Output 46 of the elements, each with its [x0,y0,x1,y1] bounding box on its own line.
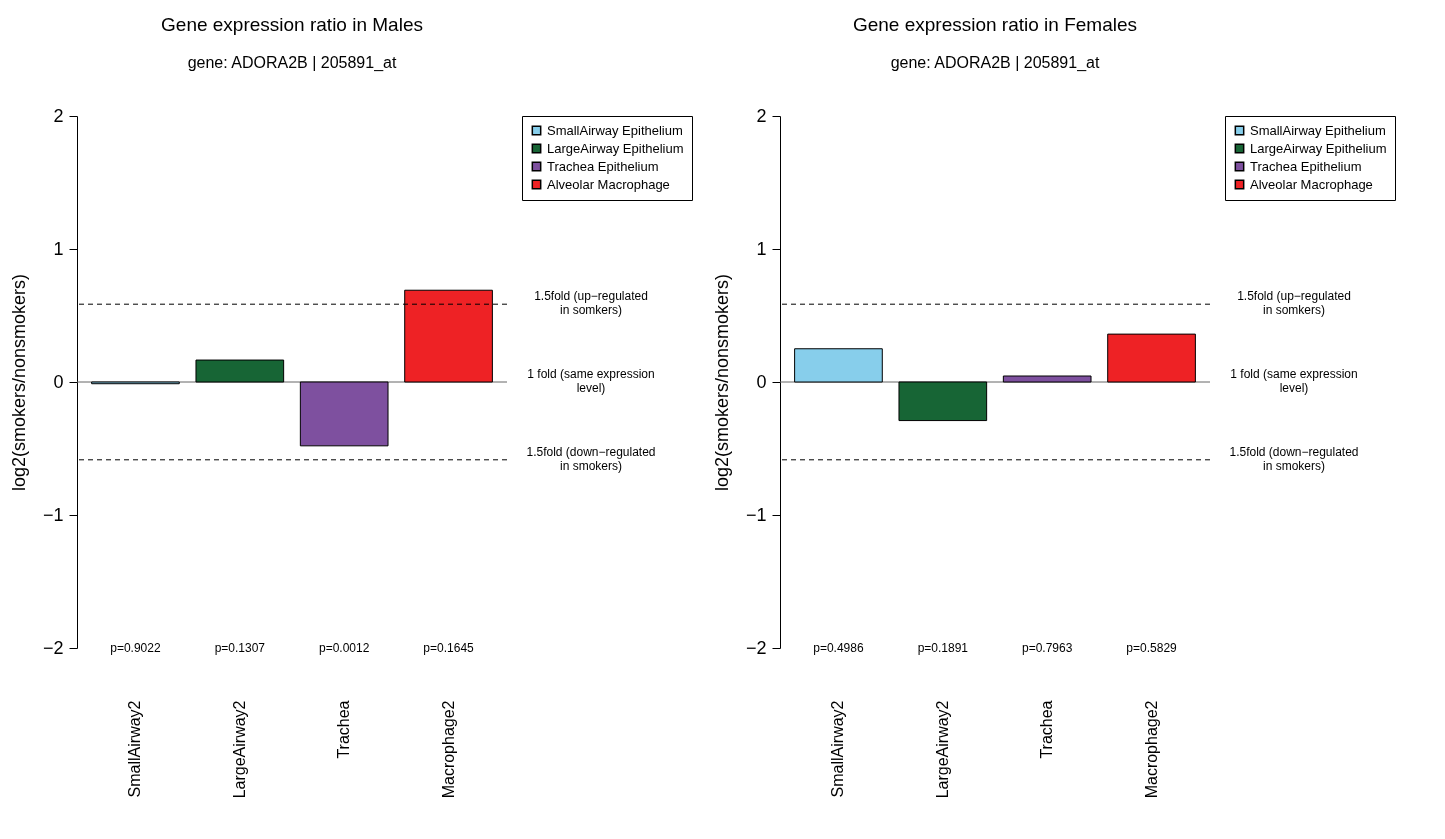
ref-line-label: 1 fold (same expression level) [1230,367,1358,395]
x-tick-label: LargeAirway2 [230,700,248,799]
chart-title: Gene expression ratio in Females [852,14,1138,35]
y-tick-label: −2 [42,637,64,658]
x-tick-label: Macrophage2 [1142,700,1160,799]
legend-label: Trachea Epithelium [1250,158,1362,174]
y-tick-label: 1 [756,238,767,259]
annotation: p=0.1891 [917,641,969,655]
y-axis-title: log2(smokers/nonsmokers) [711,273,732,492]
ref-line-label: 1.5fold (up−regulated in somkers) [1237,289,1351,318]
annotation: p=0.5829 [1126,641,1178,655]
legend-label: Alveolar Macrophage [547,176,670,192]
x-tick-label: SmallAirway2 [829,700,847,798]
ref-line-label: 1.5fold (down−regulated in smokers) [1229,444,1359,473]
annotation: p=0.7963 [1021,641,1073,655]
x-tick-label: Trachea [335,700,353,759]
y-tick-label: −2 [745,637,767,658]
y-tick-label: 0 [53,371,64,392]
y-tick-label: 2 [756,105,767,126]
legend-label: Trachea Epithelium [547,158,659,174]
annotation: p=0.1645 [423,641,475,655]
annotation: p=0.1307 [214,641,266,655]
y-axis-title: log2(smokers/nonsmokers) [8,273,29,492]
annotation: p=0.4986 [813,641,864,655]
legend-label: Alveolar Macrophage [1250,176,1373,192]
chart-title: Gene expression ratio in Males [161,14,423,35]
y-tick-label: 2 [53,105,64,126]
ref-line-label: 1.5fold (down−regulated in smokers) [526,444,656,473]
ref-line-label: 1 fold (same expression level) [527,367,655,395]
annotation: p=0.0012 [318,641,370,655]
y-tick-label: 0 [756,371,767,392]
x-tick-label: LargeAirway2 [933,700,951,799]
chart-subtitle: gene: ADORA2B | 205891_at [890,54,1100,72]
x-tick-label: SmallAirway2 [126,700,144,798]
legend-label: SmallAirway Epithelium [547,122,683,138]
x-tick-label: Macrophage2 [439,700,457,799]
y-tick-label: −1 [42,504,64,525]
x-tick-label: Trachea [1038,700,1056,759]
legend-label: SmallAirway Epithelium [1250,122,1386,138]
y-tick-label: −1 [745,504,767,525]
annotation: p=0.9022 [110,641,161,655]
chart-subtitle: gene: ADORA2B | 205891_at [187,54,397,72]
y-tick-label: 1 [53,238,64,259]
ref-line-label: 1.5fold (up−regulated in somkers) [534,289,648,318]
legend-label: LargeAirway Epithelium [547,140,684,156]
legend-label: LargeAirway Epithelium [1250,140,1387,156]
